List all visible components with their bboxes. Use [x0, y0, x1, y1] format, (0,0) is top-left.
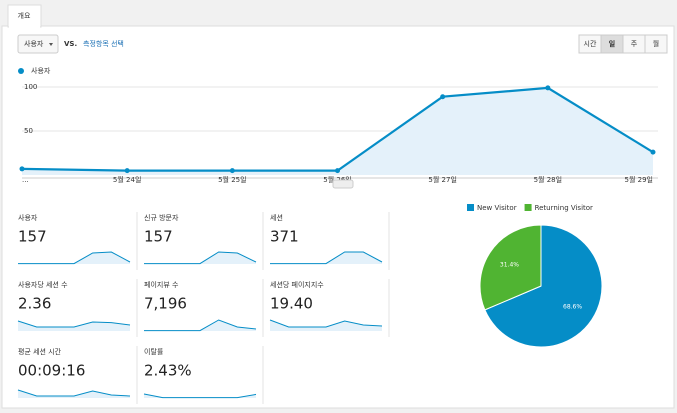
metric-name: 페이지뷰 수 [144, 280, 179, 289]
point [19, 166, 25, 172]
point [440, 94, 446, 100]
metric-name: 평균 세션 시간 [18, 347, 62, 356]
dropdown-arrow [49, 43, 53, 46]
legend-label: 사용자 [31, 66, 51, 75]
sparkline-area [270, 320, 382, 331]
sparkline [144, 251, 257, 265]
metric-name: 사용자당 세션 수 [18, 280, 68, 289]
point [335, 168, 340, 174]
x-tick-label: 5월 24일 [113, 175, 141, 184]
x-tick-label: 5월 27일 [428, 175, 456, 184]
x-tick-label: ... [22, 176, 29, 184]
tab-join [9, 25, 40, 28]
area [22, 87, 653, 175]
resize-handle[interactable] [332, 179, 354, 189]
interval-label: 월 [653, 39, 659, 48]
legend-label: New Visitor [477, 204, 517, 212]
x-tick-label: 5월 29일 [625, 175, 653, 184]
metric-name: 신규 방문자 [144, 213, 179, 222]
vs-label: VS. [64, 40, 77, 48]
x-tick-label: 5월 28일 [534, 175, 562, 184]
select-metric-link[interactable]: 측정항목 선택 [83, 39, 124, 48]
metric-value: 7,196 [144, 295, 187, 313]
legend-dot [18, 68, 24, 74]
slice-label: 31.4% [500, 262, 519, 269]
metric-value: 19.40 [270, 295, 313, 313]
legend-swatch [467, 204, 474, 211]
metric-dropdown[interactable] [17, 34, 59, 54]
interval-buttons: 시간 일 주 월 [578, 34, 668, 54]
metric-name: 세션 [270, 213, 283, 222]
metric-value: 371 [270, 228, 299, 246]
slice-label: 68.6% [563, 303, 582, 310]
sparkline [18, 251, 131, 265]
panel [1, 25, 675, 409]
sparkline [144, 319, 257, 332]
sparkline-area [18, 252, 130, 264]
sparkline-area [144, 320, 256, 331]
sparkline [17, 389, 131, 397]
sparkline [17, 320, 131, 328]
metric-value: 00:09:16 [18, 362, 85, 380]
interval-label: 주 [631, 40, 638, 48]
pie-slice [484, 224, 603, 348]
sparkline-area [18, 321, 130, 331]
point [545, 85, 551, 91]
pie-slice [479, 224, 542, 311]
metric-value: 157 [144, 228, 173, 246]
interval-label: 일 [609, 39, 615, 48]
legend-label: Returning Visitor [535, 204, 593, 212]
metric-value: 2.36 [18, 295, 51, 313]
sparkline-area [144, 394, 256, 398]
metric-name: 이탈률 [144, 347, 164, 356]
metric-value: 157 [18, 228, 47, 246]
x-tick-label: 5월 25일 [218, 175, 246, 184]
sparkline-area [144, 252, 256, 264]
metric-dropdown-label: 사용자 [24, 39, 44, 48]
legend-swatch [524, 204, 532, 211]
y-tick-label: 50 [24, 127, 33, 135]
metric-value: 2.43% [144, 362, 192, 380]
interval-button[interactable] [644, 34, 668, 54]
y-tick-label: 100 [24, 83, 37, 91]
metric-name: 사용자 [18, 213, 38, 222]
interval-label: 시간 [584, 39, 597, 48]
point [650, 149, 656, 155]
sparkline [270, 251, 383, 265]
metric-name: 세션당 페이지지수 [270, 280, 324, 289]
point [124, 168, 130, 174]
point [229, 168, 235, 174]
sparkline [269, 319, 383, 328]
sparkline-area [270, 252, 382, 264]
sparkline [143, 393, 257, 399]
tab-label: 개요 [18, 11, 31, 20]
